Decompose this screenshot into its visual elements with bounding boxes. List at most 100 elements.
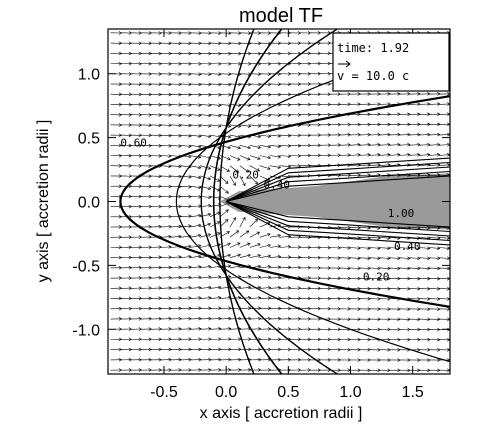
velocity-arrowhead — [168, 265, 172, 270]
velocity-arrow — [229, 134, 241, 138]
velocity-arrow — [428, 144, 440, 146]
velocity-arrowhead — [387, 92, 391, 96]
velocity-arrowhead — [178, 296, 182, 300]
velocity-arrow — [398, 174, 411, 177]
velocity-arrowhead — [337, 143, 341, 147]
velocity-arrowhead — [207, 186, 212, 191]
y-tick-label: -0.5 — [72, 258, 100, 275]
velocity-arrow — [140, 277, 152, 279]
velocity-arrowhead — [148, 276, 152, 280]
velocity-arrow — [418, 298, 430, 300]
velocity-arrow — [170, 83, 182, 85]
velocity-arrow — [199, 234, 211, 238]
velocity-arrowhead — [387, 307, 391, 311]
velocity-arrowhead — [257, 347, 262, 352]
contour-label: 0.20 — [363, 271, 390, 284]
velocity-arrow — [199, 93, 212, 96]
velocity-arrowhead — [218, 113, 222, 118]
velocity-arrow — [428, 247, 440, 249]
x-tick-label: 1.5 — [402, 384, 424, 401]
velocity-arrow — [180, 124, 192, 127]
velocity-arrowhead — [287, 255, 292, 259]
velocity-arrow — [180, 328, 192, 330]
velocity-arrow — [279, 246, 291, 248]
velocity-arrowhead — [437, 286, 441, 291]
velocity-arrowhead — [377, 122, 381, 127]
velocity-arrowhead — [188, 103, 192, 107]
velocity-arrowhead — [257, 296, 262, 300]
velocity-arrow — [219, 93, 231, 96]
velocity-arrowhead — [158, 275, 162, 280]
velocity-arrowhead — [417, 132, 421, 137]
velocity-arrowhead — [397, 266, 401, 271]
velocity-arrowhead — [367, 132, 371, 137]
velocity-arrowhead — [148, 316, 152, 321]
velocity-arrowhead — [208, 195, 212, 200]
wake-contour-upper — [225, 166, 450, 203]
y-axis-title: y axis [ accretion radii ] — [35, 120, 52, 283]
velocity-arrowhead — [208, 337, 212, 341]
velocity-arrow — [239, 93, 251, 96]
velocity-arrowhead — [227, 275, 232, 279]
velocity-arrow — [229, 265, 241, 269]
velocity-arrow — [190, 307, 202, 310]
velocity-arrowhead — [148, 82, 152, 87]
velocity-arrow — [389, 257, 401, 259]
velocity-arrowhead — [148, 143, 152, 148]
velocity-arrowhead — [248, 347, 252, 352]
velocity-arrowhead — [208, 113, 212, 118]
velocity-arrowhead — [217, 203, 222, 207]
velocity-arrowhead — [347, 246, 351, 250]
velocity-arrowhead — [247, 103, 252, 107]
velocity-arrowhead — [197, 244, 202, 248]
velocity-arrowhead — [238, 51, 242, 56]
velocity-arrowhead — [407, 276, 411, 281]
velocity-arrowhead — [158, 286, 162, 290]
velocity-arrow — [438, 144, 450, 146]
y-tick-label: -1.0 — [72, 322, 100, 339]
velocity-arrowhead — [208, 203, 212, 208]
velocity-arrowhead — [148, 265, 152, 270]
velocity-arrow — [190, 276, 202, 279]
velocity-arrowhead — [247, 124, 252, 128]
velocity-arrowhead — [437, 297, 441, 301]
velocity-arrowhead — [188, 185, 192, 189]
velocity-arrow — [339, 267, 351, 269]
velocity-arrowhead — [197, 233, 202, 238]
velocity-arrow — [408, 154, 420, 156]
velocity-arrow — [160, 165, 172, 167]
velocity-arrowhead — [427, 286, 431, 291]
velocity-arrowhead — [427, 132, 431, 137]
velocity-arrow — [199, 104, 212, 106]
velocity-arrow — [259, 73, 271, 75]
velocity-arrowhead — [148, 133, 152, 138]
velocity-arrow — [239, 175, 246, 186]
velocity-arrowhead — [397, 276, 401, 281]
velocity-arrowhead — [158, 154, 162, 158]
velocity-arrowhead — [387, 132, 391, 137]
velocity-arrowhead — [417, 112, 421, 117]
velocity-arrowhead — [367, 236, 371, 240]
velocity-arrowhead — [267, 123, 272, 128]
velocity-arrowhead — [417, 266, 421, 271]
velocity-arrow — [379, 257, 391, 259]
velocity-arrowhead — [257, 243, 261, 247]
velocity-arrowhead — [235, 169, 240, 173]
velocity-arrowhead — [407, 153, 411, 157]
velocity-arrowhead — [208, 92, 212, 97]
velocity-arrowhead — [457, 103, 460, 106]
velocity-arrowhead — [207, 212, 212, 217]
velocity-arrowhead — [387, 142, 391, 147]
velocity-arrow — [428, 134, 440, 136]
velocity-arrowhead — [238, 368, 242, 372]
velocity-arrow — [209, 73, 222, 75]
velocity-arrowhead — [178, 62, 182, 66]
velocity-arrow — [170, 165, 182, 167]
velocity-arrow — [269, 83, 281, 85]
velocity-arrowhead — [427, 153, 431, 157]
velocity-arrow — [239, 124, 251, 127]
velocity-arrowhead — [457, 52, 460, 55]
velocity-arrow — [418, 288, 430, 290]
velocity-arrowhead — [245, 169, 250, 173]
velocity-arrow — [379, 144, 391, 146]
